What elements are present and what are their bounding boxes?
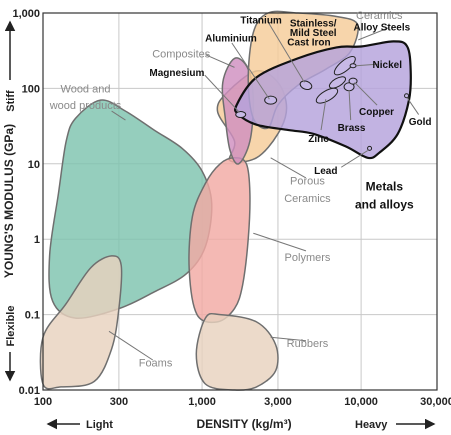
marker-titanium — [299, 80, 313, 91]
leader-line — [348, 90, 352, 121]
y-tick-label: 1,000 — [12, 8, 40, 20]
label-wood-and: Wood and — [61, 83, 111, 95]
x-tick-label: 300 — [110, 396, 128, 408]
x-tick-label: 3,000 — [264, 396, 292, 408]
label-metals: Metals — [366, 179, 404, 193]
marker-nickel — [349, 63, 357, 69]
label-gold: Gold — [409, 117, 432, 128]
marker-gold — [404, 93, 410, 99]
leader-line — [205, 54, 235, 68]
marker-magnesium — [235, 111, 247, 119]
y-tick-label: 1 — [34, 234, 40, 246]
label-rubbers: Rubbers — [287, 338, 329, 350]
marker-zinc — [315, 87, 339, 104]
leader-line — [270, 336, 307, 342]
leader-line — [204, 74, 240, 113]
leader-line — [320, 99, 327, 131]
tick-labels: 100 300 1,000 3,000 10,000 30,000 1,000 100 10 1 0… — [12, 8, 451, 408]
leader-line — [356, 63, 379, 67]
label-copper: Copper — [359, 107, 394, 118]
x-tick-label: 30,000 — [420, 396, 451, 408]
label-polymers: Polymers — [285, 252, 331, 264]
label-mild-steel: Mild Steel — [290, 28, 337, 39]
leader-line — [267, 21, 305, 83]
label-alloy-steels: Alloy Steels — [353, 23, 410, 34]
y-tick-label: 100 — [22, 83, 40, 95]
stiff-label: Stiff — [5, 90, 17, 112]
label-magnesium: Magnesium — [149, 68, 204, 79]
leader-line — [108, 330, 154, 361]
marker-lead — [367, 145, 373, 151]
region-foams — [39, 255, 123, 390]
label-foams: Foams — [139, 358, 173, 370]
heavy-label: Heavy — [355, 419, 388, 431]
leader-lines — [108, 21, 420, 361]
label-stainless: Stainless/ — [290, 18, 337, 29]
leader-line — [406, 97, 420, 115]
label-titanium: Titanium — [240, 15, 282, 26]
material-regions — [39, 10, 412, 391]
y-tick-label: 0.01 — [19, 385, 40, 397]
label-nickel: Nickel — [373, 60, 403, 71]
label-aluminium: Aluminium — [205, 34, 257, 45]
x-tick-label: 100 — [34, 396, 52, 408]
region-labels: Wood and wood products Composites Porous Cer… — [49, 10, 432, 370]
flexible-label: Flexible — [5, 306, 17, 347]
leader-line — [354, 82, 378, 106]
label-cast-iron: Cast Iron — [287, 37, 330, 48]
region-rubbers — [195, 312, 279, 391]
leader-line — [231, 42, 270, 100]
label-ceramics: Ceramics — [356, 10, 403, 22]
metal-markers — [235, 55, 410, 151]
label-lead: Lead — [314, 166, 337, 177]
region-polymers — [188, 157, 251, 324]
label-ceramics: Ceramics — [284, 193, 331, 205]
y-tick-label: 10 — [28, 159, 40, 171]
label-brass: Brass — [338, 123, 366, 134]
label-zinc: Zinc — [308, 134, 329, 145]
marker-aluminium — [264, 95, 278, 105]
marker-cast-iron — [328, 76, 347, 89]
label-and-alloys: and alloys — [355, 197, 414, 211]
leader-line — [111, 110, 126, 121]
label-wood-products: wood products — [49, 100, 122, 112]
leader-line — [253, 232, 307, 252]
region-wood-and-wood-products — [48, 99, 213, 319]
leader-line — [358, 27, 390, 41]
x-axis-title: DENSITY (kg/m³) — [196, 417, 291, 431]
label-porous: Porous — [290, 176, 325, 188]
marker-stainless-mild-steel — [333, 55, 356, 76]
x-tick-label: 1,000 — [188, 396, 216, 408]
y-axis-title: YOUNG'S MODULUS (GPa) — [2, 124, 16, 278]
x-tick-label: 10,000 — [344, 396, 378, 408]
y-tick-label: 0.1 — [25, 310, 40, 322]
light-label: Light — [86, 419, 113, 431]
label-composites: Composites — [152, 49, 211, 61]
leader-line — [270, 157, 307, 179]
leader-line — [340, 150, 368, 168]
plot-frame — [42, 12, 438, 391]
